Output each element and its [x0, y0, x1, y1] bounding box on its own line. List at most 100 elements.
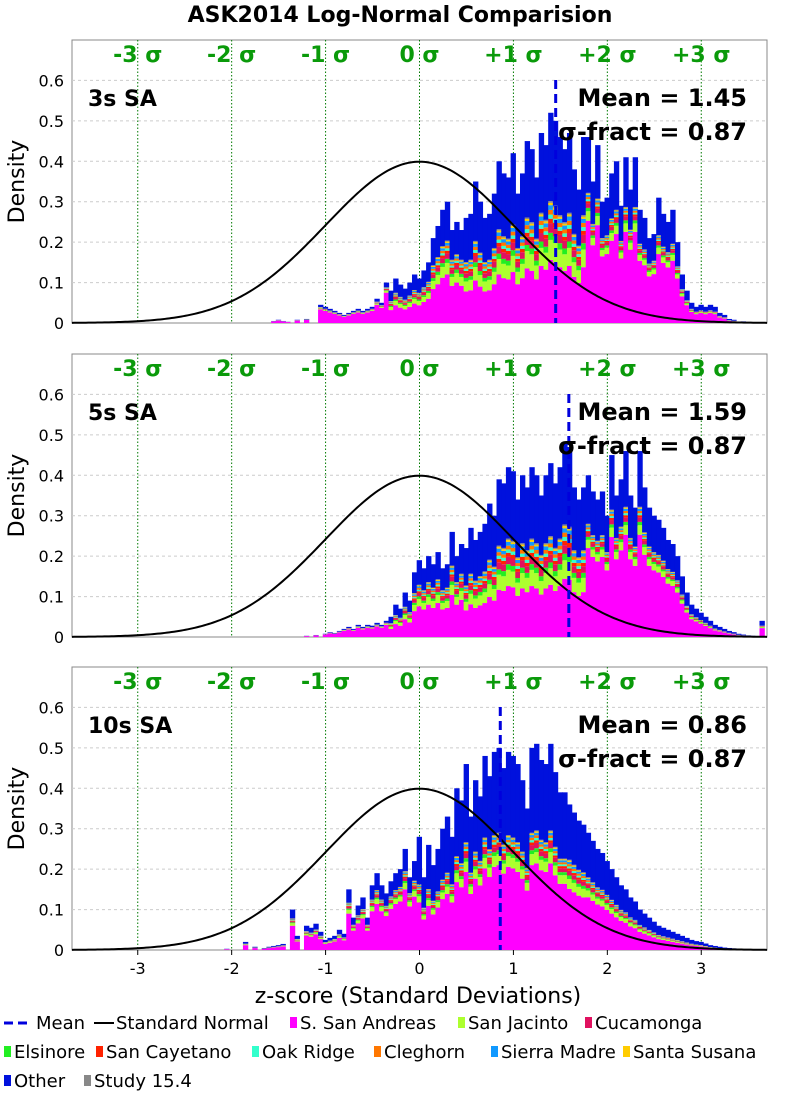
bar-segment-study-15-4 [463, 262, 469, 263]
bar-segment-cucamonga [656, 936, 662, 938]
bar-segment-other [595, 499, 601, 541]
bar-segment-s-san-andreas [557, 586, 563, 637]
bar-segment-study-15-4 [538, 212, 545, 215]
bar-segment-sierra-madre [505, 541, 512, 546]
histogram-bar [534, 743, 540, 950]
bar-segment-oak-ridge [581, 559, 587, 563]
bar-segment-cleghorn [581, 556, 587, 560]
bar-segment-sierra-madre [623, 508, 629, 512]
bar-segment-santa-susana [581, 873, 587, 875]
bar-segment-other [458, 800, 465, 864]
bar-segment-santa-susana [477, 576, 484, 579]
bar-segment-other [670, 544, 676, 572]
bar-segment-other [585, 832, 592, 878]
bar-segment-cucamonga [552, 857, 559, 863]
sigma-fract-stat: σ-fract = 0.87 [558, 745, 747, 773]
bar-segment-sierra-madre [426, 583, 432, 586]
bar-segment-cucamonga [524, 566, 531, 573]
sigma-label: -3 σ [113, 357, 162, 382]
histogram-bar [590, 181, 596, 323]
bar-segment-elsinore [524, 244, 531, 252]
bar-segment-santa-susana [571, 865, 577, 867]
bar-segment-study-15-4 [595, 198, 601, 200]
histogram-bar [487, 776, 493, 950]
bar-segment-oak-ridge [402, 301, 408, 303]
bar-segment-other [534, 743, 540, 831]
bar-segment-san-cayetano [581, 230, 587, 235]
bar-segment-s-san-andreas [402, 889, 408, 950]
bar-segment-santa-susana [519, 237, 526, 240]
bar-segment-cleghorn [604, 554, 610, 557]
bar-segment-s-san-andreas [548, 259, 554, 323]
bar-segment-oak-ridge [416, 888, 423, 890]
histogram-bar [660, 527, 667, 637]
bar-segment-san-cayetano [440, 596, 446, 598]
legend-label: Mean [36, 1013, 85, 1034]
bar-segment-san-cayetano [595, 206, 601, 209]
bar-segment-san-jacinto [707, 627, 714, 629]
bar-segment-san-jacinto [656, 247, 662, 255]
legend-item-oak-ridge: Oak Ridge [252, 1042, 355, 1063]
bar-segment-san-jacinto [660, 938, 667, 940]
bar-segment-san-jacinto [599, 250, 606, 257]
bar-segment-san-jacinto [628, 242, 634, 250]
bar-segment-s-san-andreas [468, 893, 474, 950]
bar-segment-s-san-andreas [332, 313, 338, 323]
bar-segment-elsinore [623, 521, 629, 526]
bar-segment-sierra-madre [581, 553, 587, 557]
bar-segment-s-san-andreas [524, 268, 531, 323]
bar-segment-s-san-andreas [651, 274, 657, 323]
histogram-bar [604, 515, 610, 637]
bar-segment-cucamonga [660, 252, 667, 256]
bar-segment-oak-ridge [595, 891, 601, 893]
bar-segment-oak-ridge [604, 898, 610, 900]
legend-swatch [458, 1017, 465, 1028]
histogram-bar [440, 568, 446, 637]
bar-segment-cucamonga [599, 245, 606, 248]
bar-segment-s-san-andreas [411, 896, 418, 950]
bar-segment-santa-susana [660, 561, 667, 562]
bar-segment-s-san-andreas [346, 629, 352, 637]
legend-swatch [623, 1046, 630, 1057]
bar-segment-oak-ridge [449, 572, 455, 575]
bar-segment-sierra-madre [632, 920, 639, 922]
bar-segment-san-jacinto [703, 624, 709, 626]
bar-segment-oak-ridge [463, 848, 469, 852]
bar-segment-elsinore [566, 875, 573, 879]
bar-segment-san-jacinto [519, 263, 526, 279]
bar-segment-cleghorn [487, 853, 493, 856]
bar-segment-study-15-4 [501, 844, 507, 846]
bar-segment-study-15-4 [491, 566, 498, 568]
bar-segment-san-cayetano [416, 591, 423, 593]
bar-segment-santa-susana [411, 881, 418, 882]
bar-segment-san-jacinto [717, 630, 723, 632]
bar-segment-santa-susana [426, 282, 432, 283]
bar-segment-san-jacinto [519, 573, 526, 589]
bar-segment-other [651, 921, 657, 933]
bar-segment-s-san-andreas [388, 310, 394, 323]
bar-segment-santa-susana [529, 833, 535, 836]
bar-segment-s-san-andreas [350, 930, 357, 950]
histogram-bar [534, 475, 540, 637]
bar-segment-study-15-4 [562, 524, 568, 527]
histogram-bar [440, 828, 446, 950]
bar-segment-cucamonga [496, 246, 502, 254]
legend-swatch [585, 1017, 592, 1028]
bar-segment-cleghorn [557, 862, 563, 865]
histogram-bar [440, 209, 446, 323]
bar-segment-san-jacinto [703, 313, 709, 315]
bar-segment-sierra-madre [660, 561, 667, 564]
bar-segment-oak-ridge [369, 902, 376, 904]
bar-segment-elsinore [548, 562, 554, 569]
bar-segment-sierra-madre [383, 906, 390, 908]
bar-segment-san-cayetano [585, 201, 592, 204]
bar-segment-study-15-4 [444, 240, 451, 242]
bar-segment-other [487, 213, 493, 260]
bar-segment-cucamonga [454, 265, 460, 270]
bar-segment-s-san-andreas [609, 913, 615, 950]
bar-segment-san-jacinto [642, 259, 648, 266]
bar-segment-other [670, 931, 676, 939]
bar-segment-other [660, 527, 667, 561]
bar-segment-san-jacinto [294, 940, 300, 942]
